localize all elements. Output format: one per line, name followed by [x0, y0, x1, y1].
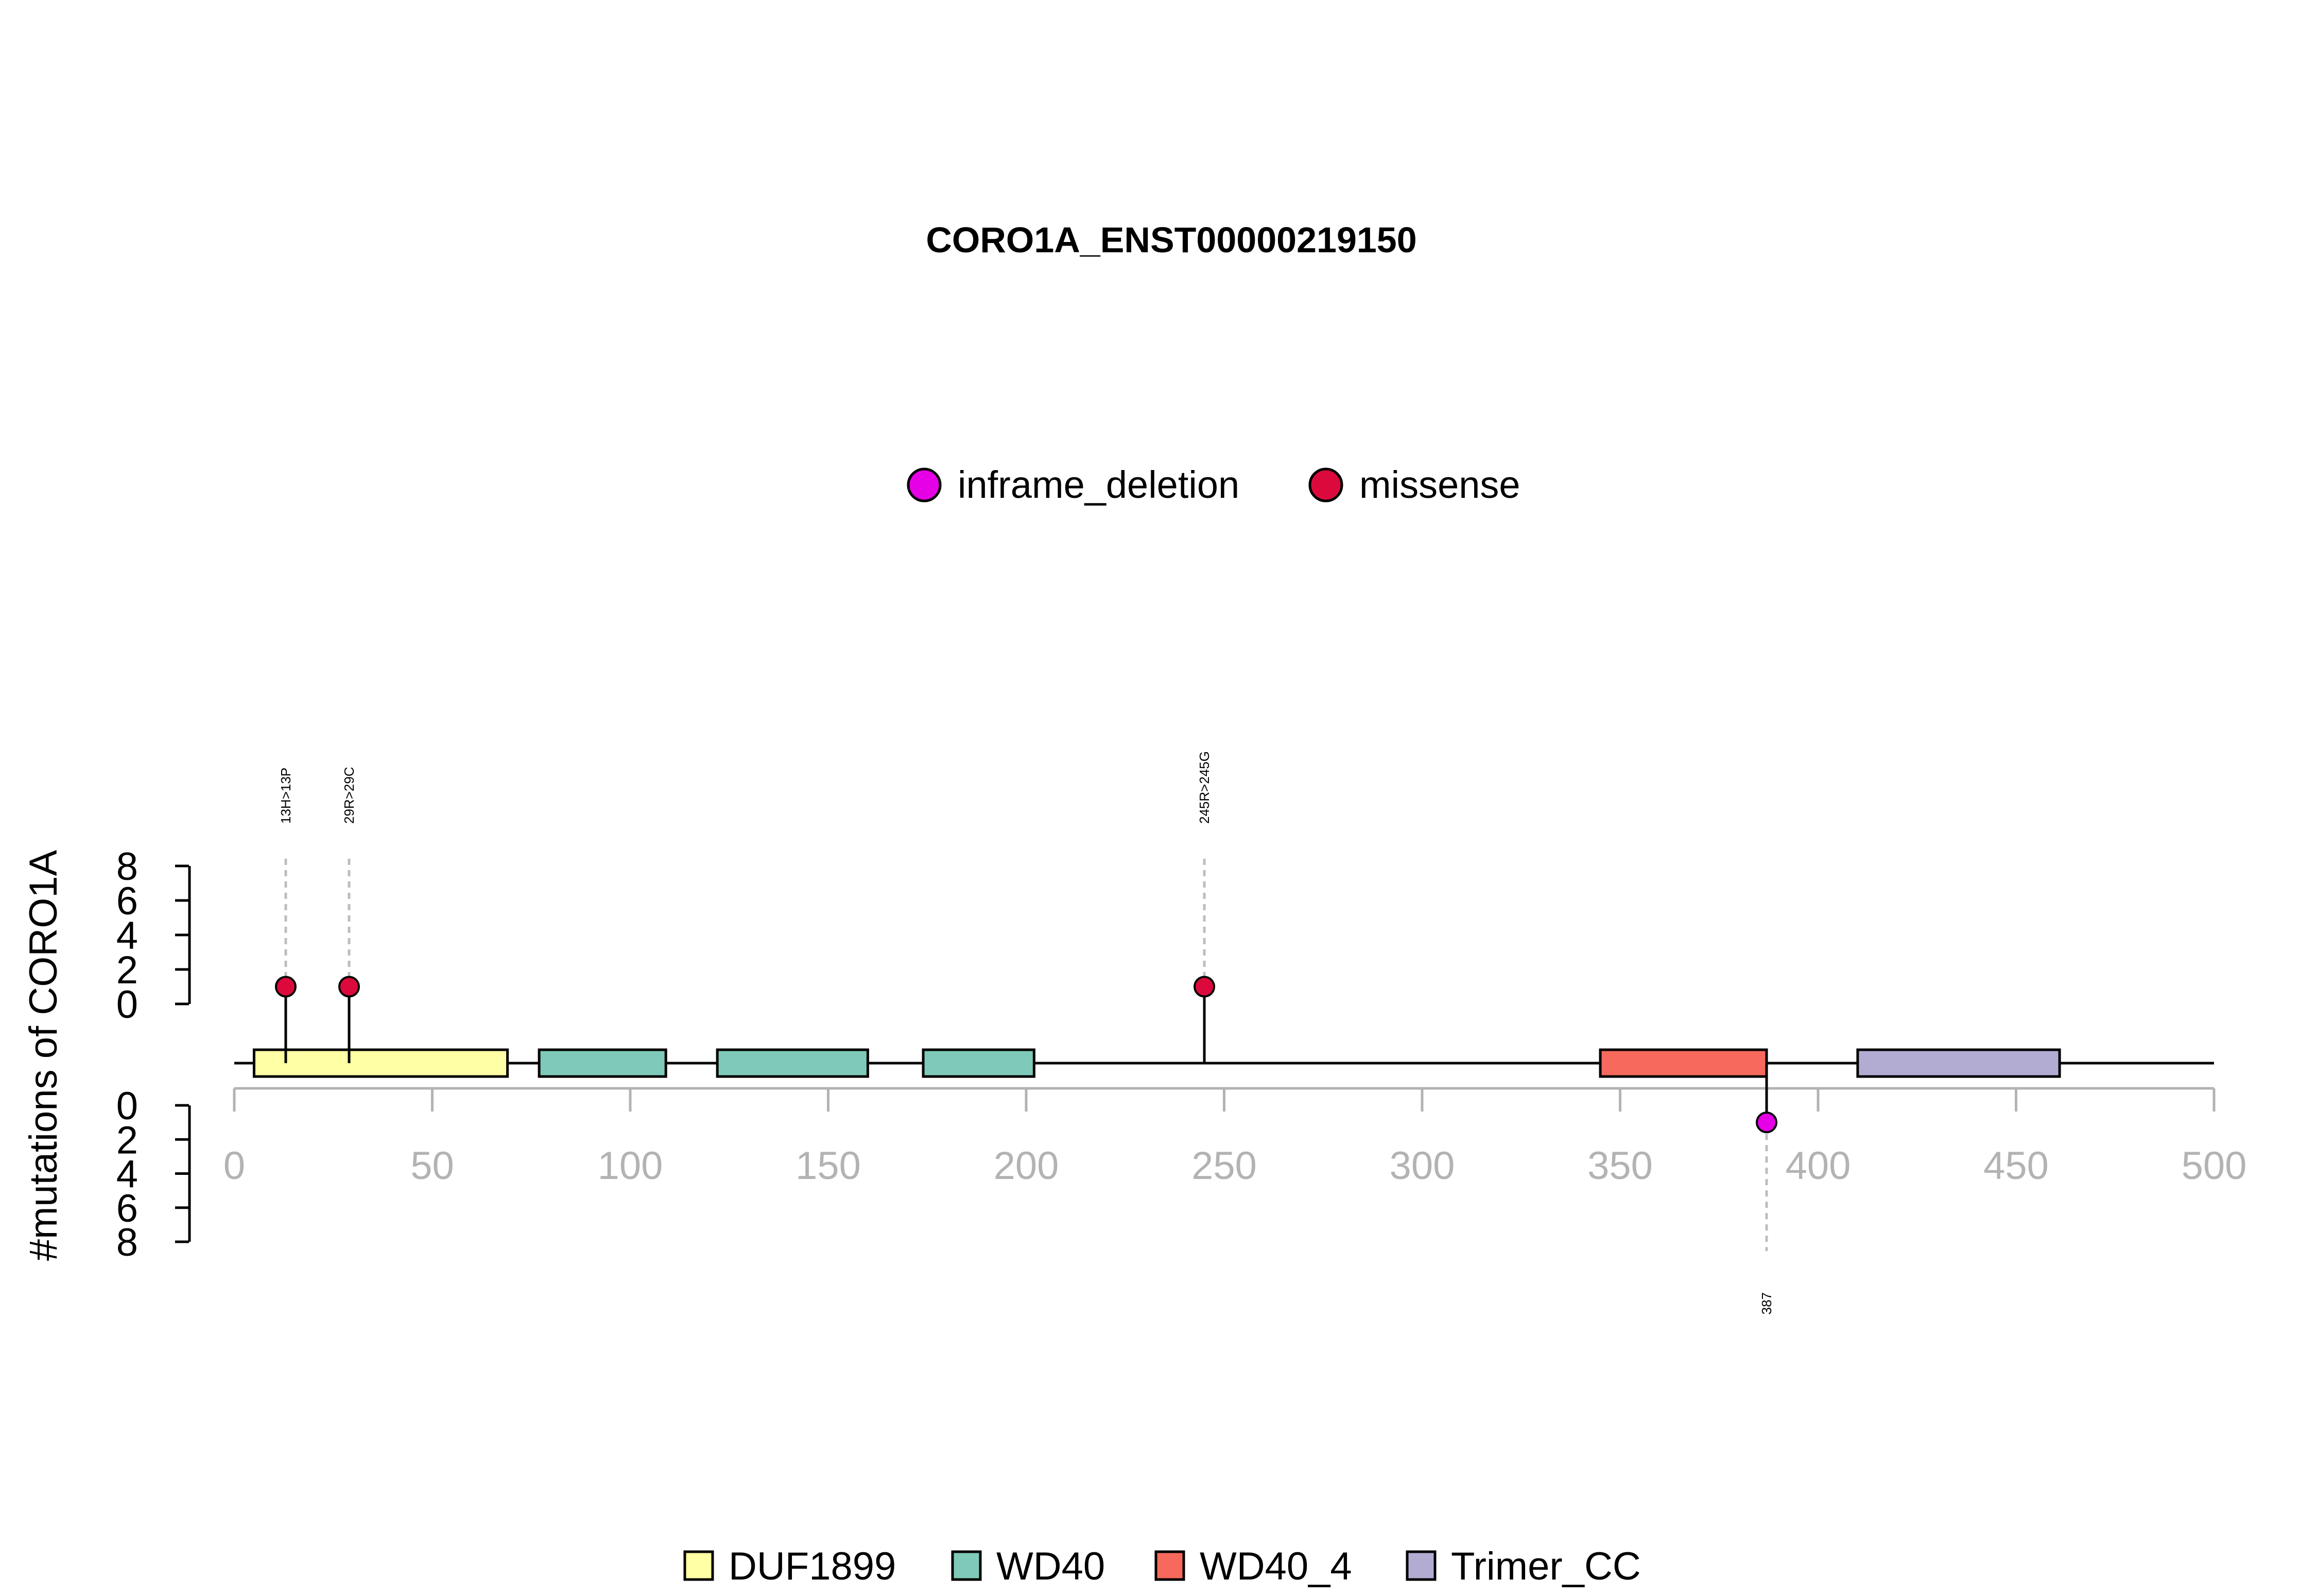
- y-tick-label-top: 4: [116, 914, 138, 958]
- domain-wd40: [922, 1048, 1035, 1078]
- x-tick-label: 50: [410, 1144, 454, 1188]
- x-tick-label: 0: [223, 1144, 245, 1188]
- x-tick-label: 250: [1191, 1144, 1257, 1188]
- legend-label-trimer-cc: Trimer_CC: [1451, 1545, 1641, 1588]
- domain-trimer-cc: [1856, 1048, 2061, 1078]
- y-tick-label-bottom: 6: [116, 1187, 138, 1230]
- y-tick-label-bottom: 8: [116, 1221, 138, 1264]
- mutation-lollipops: 13H>13P 29R>29C 245R>245G 387: [274, 751, 1778, 1314]
- x-axis: 0 50 100 150 200 250 300 350 400 450 500: [223, 1087, 2247, 1188]
- x-tick-label: 150: [796, 1144, 861, 1188]
- x-tick-label: 300: [1390, 1144, 1455, 1188]
- x-tick-label: 200: [994, 1144, 1059, 1188]
- legend-label-wd40-4: WD40_4: [1200, 1545, 1352, 1588]
- protein-domains: [252, 1048, 2061, 1078]
- mutation-head-inframe-deletion: [1756, 1112, 1778, 1134]
- legend-swatch-wd40-4: [1154, 1550, 1185, 1581]
- x-tick-label: 350: [1587, 1144, 1653, 1188]
- mutation-label: 29R>29C: [341, 767, 357, 824]
- x-tick-label: 450: [1983, 1144, 2049, 1188]
- legend-label-inframe-deletion: inframe_deletion: [958, 463, 1239, 506]
- x-tick-label: 500: [2182, 1144, 2247, 1188]
- domain-wd40-4: [1599, 1048, 1768, 1078]
- domain-duf1899: [252, 1048, 509, 1078]
- mutation-head-missense: [1194, 976, 1216, 998]
- y-tick-label-top: 6: [116, 879, 138, 923]
- legend-swatch-duf1899: [683, 1550, 714, 1581]
- domain-wd40: [716, 1048, 869, 1078]
- mutation-legend: inframe_deletion missense: [907, 463, 1520, 506]
- domain-legend: DUF1899 WD40 WD40_4 Trimer_CC: [683, 1545, 1641, 1588]
- y-tick-label-top: 8: [116, 845, 138, 889]
- domain-wd40: [538, 1048, 667, 1078]
- y-tick-label-bottom: 2: [116, 1118, 138, 1162]
- legend-label-missense: missense: [1359, 463, 1520, 506]
- y-axis-label: #mutations of CORO1A: [22, 850, 65, 1261]
- y-tick-label-bottom: 0: [116, 1084, 138, 1128]
- x-tick-label: 100: [598, 1144, 663, 1188]
- legend-marker-inframe-deletion: [907, 467, 942, 502]
- mutation-head-missense: [274, 976, 297, 998]
- x-tick-label: 400: [1786, 1144, 1851, 1188]
- mutation-label: 245R>245G: [1197, 751, 1212, 824]
- y-tick-label-bottom: 4: [116, 1153, 138, 1196]
- legend-label-wd40: WD40: [996, 1545, 1105, 1588]
- mutation-label: 13H>13P: [278, 768, 293, 824]
- y-tick-label-top: 2: [116, 948, 138, 992]
- legend-label-duf1899: DUF1899: [729, 1545, 896, 1588]
- mutation-label: 387: [1759, 1292, 1774, 1314]
- y-tick-label-top: 0: [116, 983, 138, 1027]
- mutation-head-missense: [338, 976, 360, 998]
- legend-swatch-trimer-cc: [1406, 1550, 1437, 1581]
- legend-swatch-wd40: [951, 1550, 982, 1581]
- legend-marker-missense: [1308, 467, 1343, 502]
- chart-title: CORO1A_ENST00000219150: [926, 220, 1416, 260]
